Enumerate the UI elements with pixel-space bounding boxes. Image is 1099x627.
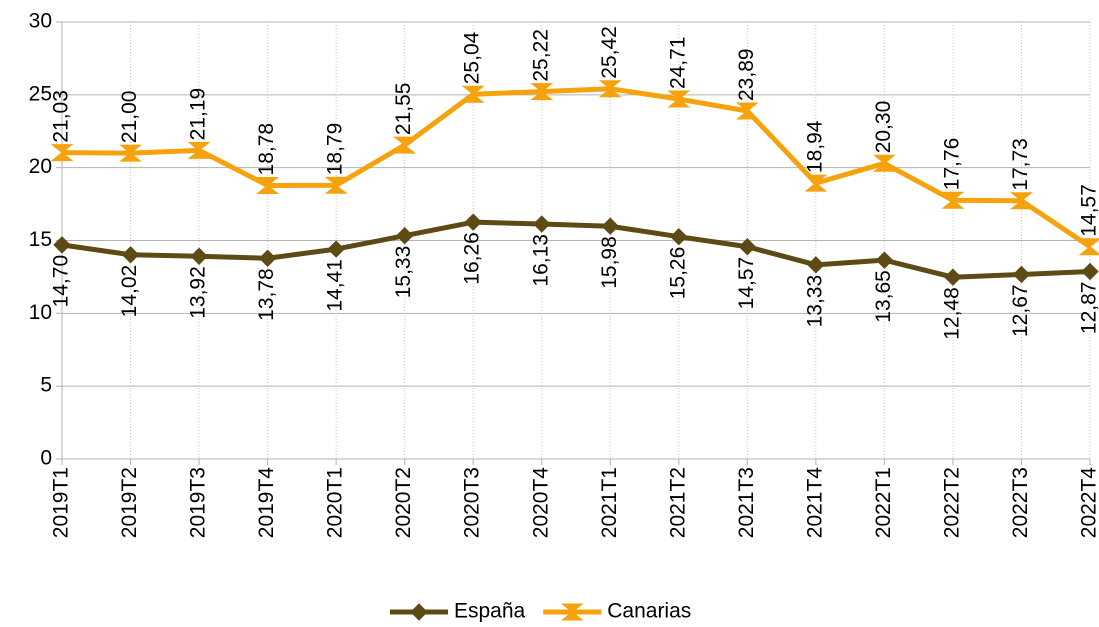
y-tick-label: 30 — [29, 10, 52, 33]
data-point — [258, 249, 277, 267]
data-point — [324, 176, 348, 194]
data-point — [119, 144, 142, 162]
data-point — [530, 83, 554, 101]
data-point — [804, 174, 828, 192]
x-tick-label: 2021T1 — [598, 467, 621, 538]
x-tick-label: 2019T3 — [187, 467, 210, 538]
x-tick-label: 2020T3 — [461, 467, 484, 538]
data-label: 16,13 — [529, 234, 552, 287]
data-label: 21,03 — [50, 90, 73, 143]
legend-label: Canarias — [607, 600, 691, 623]
data-label: 25,04 — [461, 31, 484, 84]
data-point — [533, 215, 551, 233]
series-line — [61, 86, 1092, 249]
data-label: 25,42 — [598, 26, 621, 79]
data-point — [187, 141, 211, 159]
data-label: 14,57 — [1078, 184, 1099, 237]
legend: España Canarias — [390, 600, 691, 623]
data-label: 14,57 — [735, 257, 758, 310]
x-tick-label: 2022T4 — [1078, 467, 1099, 539]
data-label: 14,02 — [118, 265, 141, 318]
data-point — [256, 176, 280, 194]
data-point — [190, 247, 208, 265]
x-tick-label: 2021T3 — [735, 467, 758, 538]
data-label: 21,19 — [187, 88, 210, 141]
y-tick-label: 25 — [29, 82, 52, 105]
y-tick-label: 10 — [29, 301, 52, 324]
legend-marker — [410, 603, 428, 621]
x-tick-label: 2019T4 — [255, 467, 278, 539]
data-point — [395, 226, 414, 245]
x-tick-label: 2021T2 — [666, 467, 689, 538]
legend-marker — [560, 603, 584, 621]
data-label: 14,70 — [50, 255, 73, 308]
data-label: 15,26 — [666, 247, 689, 300]
y-tick-label: 5 — [40, 374, 52, 397]
data-label: 21,00 — [118, 91, 141, 144]
data-point — [667, 90, 691, 108]
data-label: 20,30 — [872, 101, 895, 154]
data-label: 13,78 — [255, 268, 278, 321]
data-point — [872, 154, 896, 172]
data-point — [327, 240, 345, 258]
data-label: 21,55 — [392, 83, 415, 136]
x-tick-label: 2020T4 — [529, 467, 552, 539]
y-tick-label: 15 — [29, 228, 52, 251]
data-label: 23,89 — [735, 48, 758, 101]
data-point — [53, 236, 71, 254]
data-label: 18,79 — [324, 123, 347, 176]
x-tick-label: 2019T2 — [118, 467, 141, 538]
y-tick-label: 0 — [40, 447, 52, 470]
x-tick-label: 2019T1 — [50, 467, 73, 538]
data-label: 18,78 — [255, 123, 278, 176]
data-label: 14,41 — [324, 259, 347, 312]
data-point — [464, 213, 482, 231]
data-label: 18,94 — [803, 120, 826, 173]
data-label: 13,92 — [187, 266, 210, 319]
x-tick-label: 2022T1 — [872, 467, 895, 538]
data-point — [944, 268, 962, 286]
data-point — [121, 246, 140, 264]
data-point — [738, 238, 757, 256]
x-tick-label: 2022T3 — [1009, 467, 1032, 538]
x-tick-label: 2021T4 — [803, 467, 826, 539]
data-point — [1010, 192, 1033, 210]
data-label: 13,65 — [872, 270, 895, 323]
data-point — [1078, 238, 1099, 256]
data-point — [875, 251, 894, 269]
data-point — [1081, 262, 1099, 281]
data-label: 16,26 — [461, 232, 484, 285]
series-line — [61, 219, 1091, 280]
data-label: 24,71 — [666, 36, 689, 89]
data-label: 12,67 — [1009, 284, 1032, 337]
x-tick-label: 2020T1 — [324, 467, 347, 538]
data-point — [598, 80, 622, 98]
data-point — [461, 85, 485, 103]
data-point — [670, 228, 688, 246]
data-point — [1012, 265, 1031, 284]
data-label: 25,22 — [529, 29, 552, 82]
data-label: 17,73 — [1009, 138, 1032, 191]
data-point — [941, 191, 965, 209]
data-label: 17,76 — [940, 138, 963, 191]
data-point — [50, 144, 74, 162]
data-point — [601, 217, 619, 235]
data-label: 12,87 — [1078, 282, 1099, 335]
data-label: 13,33 — [803, 275, 826, 328]
data-label: 15,33 — [392, 246, 415, 299]
data-point — [393, 136, 417, 154]
data-label: 15,98 — [598, 236, 621, 289]
data-point — [807, 256, 825, 274]
y-tick-label: 20 — [29, 155, 52, 178]
data-label: 12,48 — [940, 287, 963, 340]
legend-label: España — [454, 600, 526, 623]
x-tick-label: 2022T2 — [940, 467, 963, 538]
data-point — [735, 102, 759, 120]
x-tick-label: 2020T2 — [392, 467, 415, 538]
